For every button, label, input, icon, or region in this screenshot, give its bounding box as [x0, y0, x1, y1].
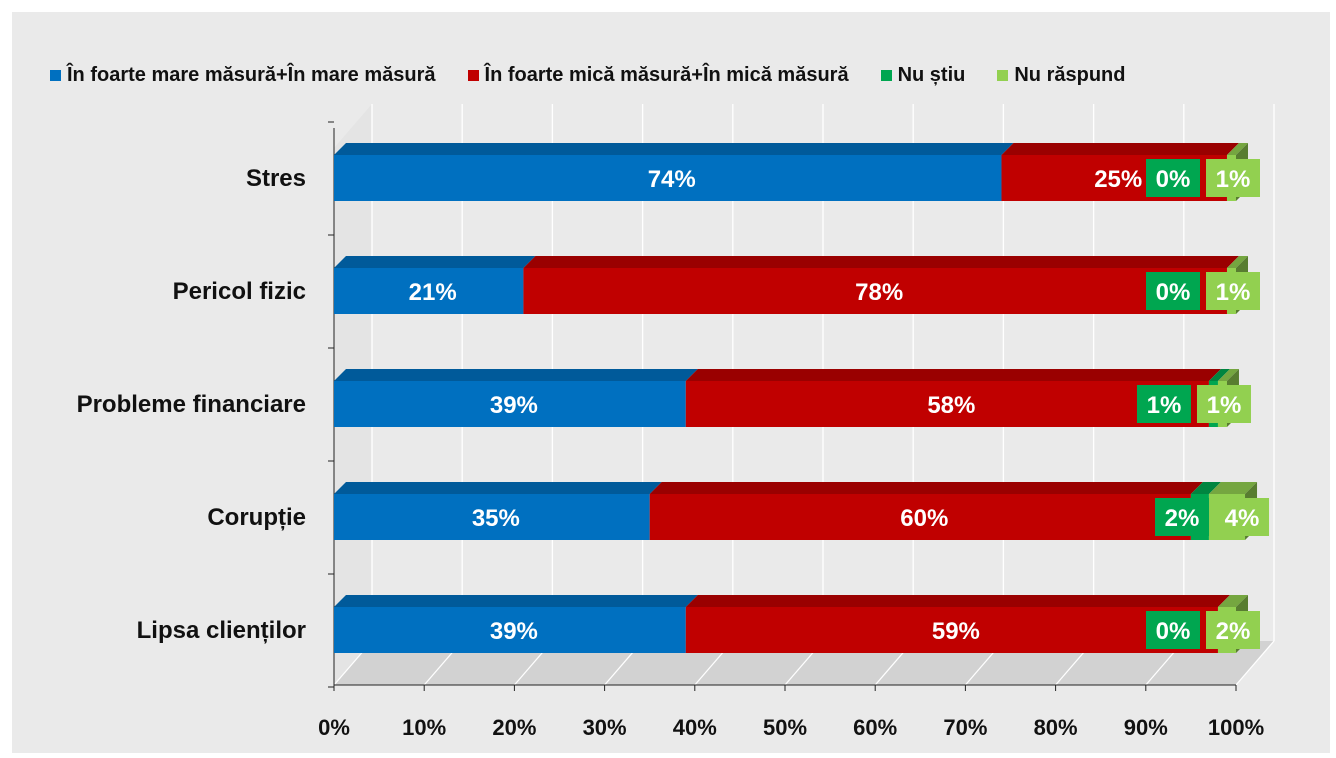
- bar-top-face: [334, 482, 662, 494]
- category-label: Pericol fizic: [173, 278, 306, 305]
- bar-top-face: [649, 482, 1203, 494]
- data-label: 39%: [490, 618, 538, 645]
- bar-segment: [523, 268, 1227, 314]
- category-label: Corupție: [207, 504, 306, 531]
- data-label: 78%: [855, 279, 903, 306]
- data-label: 74%: [648, 166, 696, 193]
- data-label: 1%: [1216, 279, 1251, 306]
- category-label: Probleme financiare: [77, 391, 306, 418]
- data-label: 59%: [932, 618, 980, 645]
- bar-segment: [649, 494, 1191, 540]
- x-tick-label: 10%: [402, 715, 446, 740]
- x-tick-label: 0%: [318, 715, 350, 740]
- legend-label: Nu știu: [897, 63, 966, 86]
- data-label: 4%: [1225, 505, 1260, 532]
- bar-segment: [685, 381, 1209, 427]
- category-label: Lipsa clienților: [137, 617, 306, 644]
- data-label-box: [1136, 385, 1191, 423]
- bar-top-face: [334, 143, 1014, 155]
- bar-top-face: [334, 369, 698, 381]
- bar-top-face: [1217, 595, 1248, 607]
- bar-segment: [334, 155, 1002, 201]
- legend-swatch: [880, 69, 892, 81]
- data-label: 0%: [1156, 166, 1191, 193]
- bar-segment: [685, 607, 1218, 653]
- legend-label: În foarte mare măsură+În mare măsură: [67, 63, 436, 86]
- x-tick-label: 60%: [853, 715, 897, 740]
- bar-segment: [334, 381, 686, 427]
- bar-top-face: [1001, 143, 1239, 155]
- floor-gridline: [1235, 640, 1275, 686]
- bar-segment: [334, 494, 650, 540]
- data-label: 2%: [1165, 505, 1200, 532]
- data-label-box: [1155, 498, 1210, 536]
- data-label-box: [1215, 498, 1270, 536]
- bar-top-face: [1190, 482, 1221, 494]
- legend-item-mare: În foarte mare măsură+În mare măsură: [50, 64, 436, 87]
- x-tick-label: 40%: [673, 715, 717, 740]
- legend-label: În foarte mică măsură+În mică măsură: [484, 63, 849, 86]
- x-tick-label: 100%: [1208, 715, 1264, 740]
- bar-top-face: [1208, 482, 1258, 494]
- legend: În foarte mare măsură+În mare măsură În …: [50, 60, 1125, 90]
- bar-top-face: [523, 256, 1239, 268]
- legend-swatch: [50, 69, 61, 81]
- bar-top-face: [685, 595, 1230, 607]
- legend-swatch: [997, 69, 1009, 81]
- data-label-box: [1206, 272, 1260, 310]
- legend-item-nu-raspund: Nu răspund: [997, 64, 1125, 87]
- data-label-box: [1206, 611, 1260, 649]
- data-label-box: [1206, 159, 1260, 197]
- data-label: 25%: [1094, 166, 1142, 193]
- bar-top-face: [1208, 369, 1230, 381]
- bar-segment: [334, 607, 686, 653]
- legend-item-nu-stiu: Nu știu: [880, 63, 966, 87]
- bar-top-face: [1217, 369, 1239, 381]
- chart-panel: În foarte mare măsură+În mare măsură În …: [12, 12, 1330, 753]
- data-label: 39%: [490, 392, 538, 419]
- data-label: 58%: [927, 392, 975, 419]
- data-label: 2%: [1216, 618, 1251, 645]
- legend-item-mica: În foarte mică măsură+În mică măsură: [467, 63, 849, 87]
- data-label: 35%: [472, 505, 520, 532]
- x-tick-label: 70%: [943, 715, 987, 740]
- data-label: 1%: [1207, 392, 1242, 419]
- bar-top-face: [1226, 143, 1248, 155]
- bar-top-face: [1226, 256, 1248, 268]
- data-label-box: [1146, 159, 1200, 197]
- data-label: 1%: [1216, 166, 1251, 193]
- x-tick-label: 90%: [1124, 715, 1168, 740]
- data-label-box: [1146, 272, 1200, 310]
- bar-top-face: [334, 256, 536, 268]
- bar-segment: [334, 268, 524, 314]
- data-label: 0%: [1156, 279, 1191, 306]
- data-label: 1%: [1147, 392, 1182, 419]
- legend-label: Nu răspund: [1014, 63, 1126, 86]
- data-label-box: [1196, 385, 1251, 423]
- category-label: Stres: [246, 165, 306, 192]
- data-label-box: [1146, 611, 1200, 649]
- data-label: 0%: [1156, 618, 1191, 645]
- bar-chart: 0% 10% 20% 30% 40% 50% 60% 70% 80% 90% 100% Stres 74…: [77, 104, 1275, 740]
- x-tick-label: 80%: [1034, 715, 1078, 740]
- x-tick-label: 50%: [763, 715, 807, 740]
- data-label: 60%: [900, 505, 948, 532]
- bar-top-face: [685, 369, 1221, 381]
- bar-top-face: [334, 595, 698, 607]
- x-tick-label: 30%: [583, 715, 627, 740]
- x-tick-label: 20%: [492, 715, 536, 740]
- legend-swatch: [467, 69, 479, 81]
- data-label: 21%: [409, 279, 457, 306]
